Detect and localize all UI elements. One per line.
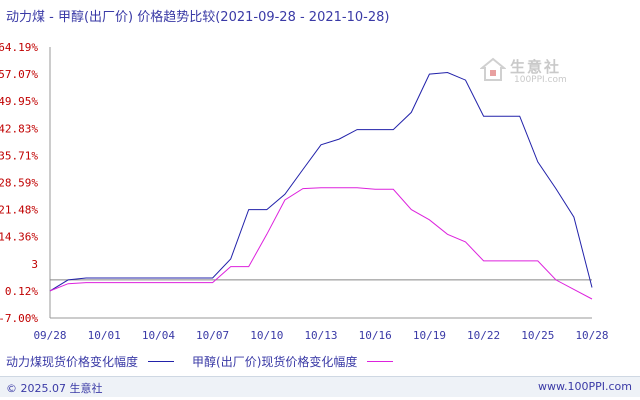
series-line-0: [49, 71, 593, 292]
y-tick-label: 28.59%: [0, 177, 38, 190]
y-tick-label: 42.83%: [0, 122, 38, 135]
y-tick-label: 49.95%: [0, 95, 38, 108]
legend-label-methanol: 甲醇(出厂价)现货价格变化幅度: [192, 355, 358, 369]
watermark-logo-icon: [480, 57, 506, 81]
footer: © 2025.07 生意社 www.100PPI.com: [0, 376, 640, 397]
chart-title: 动力煤 - 甲醇(出厂价) 价格趋势比较(2021-09-28 - 2021-1…: [6, 10, 390, 25]
y-tick-label: -7.00%: [0, 312, 38, 325]
y-tick-label: 14.36%: [0, 231, 38, 244]
y-tick-label: 0.12%: [5, 285, 38, 298]
x-tick-label: 10/13: [304, 329, 337, 342]
watermark: 生意社 100PPI.com: [480, 55, 580, 89]
x-axis-ticks: 09/28 10/01 10/04 10/07 10/10 10/13 10/16 10/19…: [33, 329, 608, 342]
watermark-name: 生意社: [510, 58, 562, 76]
legend-label-coal: 动力煤现货价格变化幅度: [6, 355, 139, 369]
x-tick-label: 10/10: [250, 329, 283, 342]
x-tick-label: 10/28: [575, 329, 608, 342]
plot-frame: [49, 47, 592, 319]
y-tick-label: 35.71%: [0, 149, 38, 162]
x-tick-label: 10/25: [521, 329, 554, 342]
x-tick-label: 10/19: [413, 329, 446, 342]
y-tick-label: 3: [31, 258, 38, 271]
x-tick-label: 10/04: [142, 329, 175, 342]
y-tick-label: 64.19%: [0, 41, 38, 54]
legend-swatch-methanol: [367, 361, 394, 362]
y-tick-label: 21.48%: [0, 204, 38, 217]
series-lines: [49, 71, 593, 300]
y-tick-label: 57.07%: [0, 68, 38, 81]
x-tick-label: 09/28: [33, 329, 66, 342]
y-axis-ticks: 64.19% 57.07% 49.95% 42.83% 35.71% 28.59% 21.4…: [0, 41, 38, 325]
legend: 动力煤现货价格变化幅度 甲醇(出厂价)现货价格变化幅度: [6, 353, 411, 370]
footer-site-link[interactable]: www.100PPI.com: [538, 380, 632, 393]
x-tick-label: 10/01: [88, 329, 121, 342]
x-tick-label: 10/07: [196, 329, 229, 342]
series-line-1: [49, 187, 593, 300]
x-tick-label: 10/16: [359, 329, 392, 342]
watermark-url: 100PPI.com: [514, 75, 567, 85]
x-tick-label: 10/22: [467, 329, 500, 342]
footer-copyright: © 2025.07 生意社: [6, 382, 103, 395]
legend-swatch-coal: [148, 361, 175, 362]
